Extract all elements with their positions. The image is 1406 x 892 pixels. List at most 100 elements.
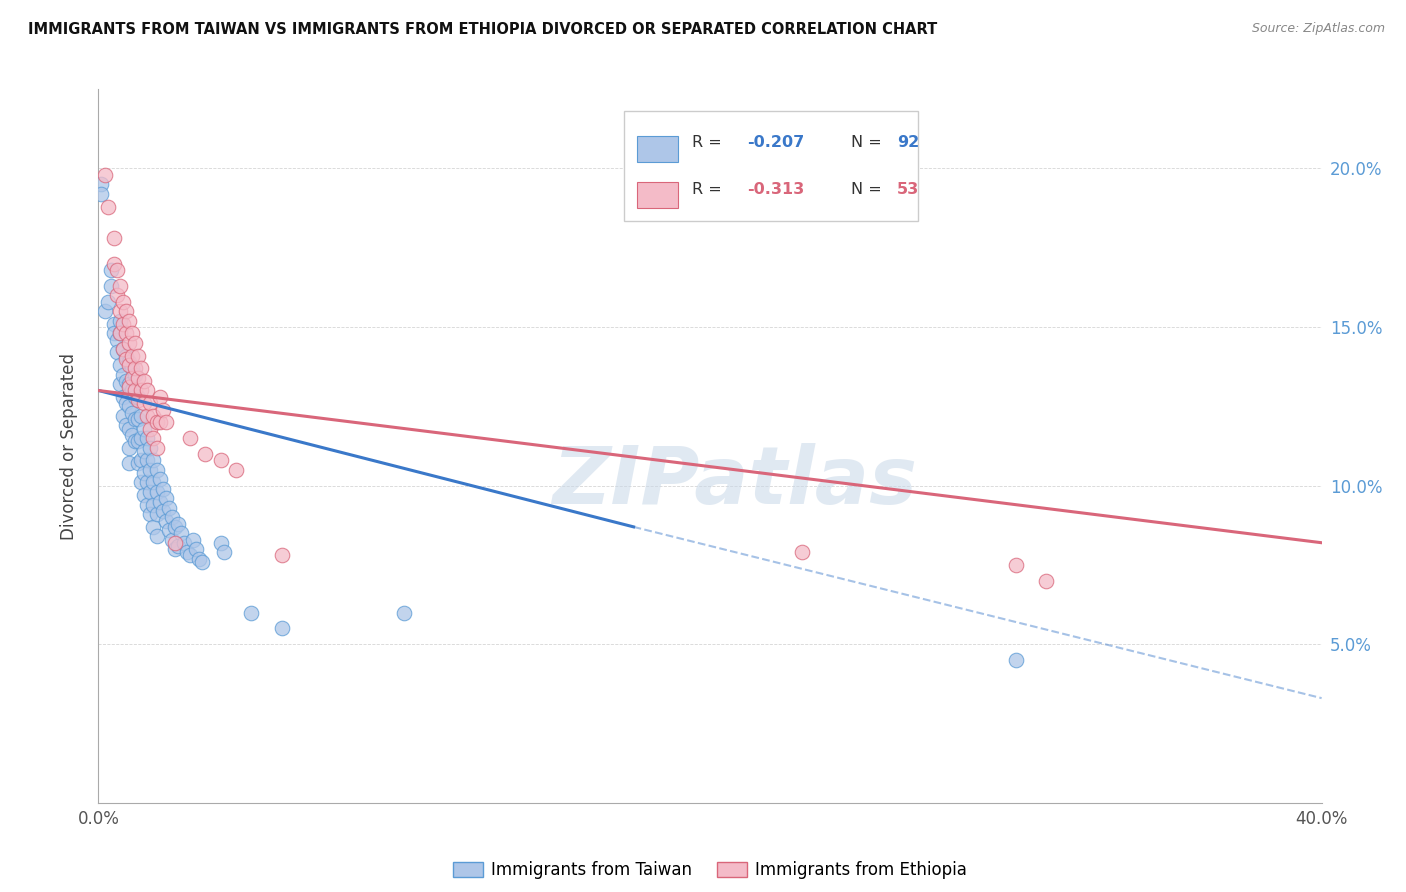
Point	[108, 358, 131, 372]
Point	[121, 384, 143, 398]
Point	[129, 475, 152, 490]
Point	[121, 349, 143, 363]
Point	[127, 457, 149, 471]
Point	[129, 431, 152, 445]
Point	[270, 549, 292, 563]
Point	[209, 453, 232, 467]
Point	[145, 441, 167, 455]
Point	[139, 485, 162, 500]
Point	[124, 335, 146, 350]
Point	[90, 178, 112, 192]
Point	[111, 368, 134, 382]
Text: N =: N =	[851, 136, 887, 150]
Point	[134, 443, 156, 458]
Point	[167, 516, 190, 531]
Point	[108, 278, 131, 293]
Point	[118, 457, 141, 471]
Point	[145, 485, 167, 500]
Point	[181, 533, 204, 547]
Point	[163, 520, 186, 534]
Point	[121, 326, 143, 341]
Point	[124, 434, 146, 449]
Point	[111, 409, 134, 423]
Point	[108, 377, 131, 392]
Point	[124, 412, 146, 426]
Point	[103, 257, 125, 271]
Point	[124, 390, 146, 404]
Point	[121, 371, 143, 385]
Point	[160, 510, 183, 524]
Point	[136, 384, 159, 398]
Point	[118, 380, 141, 394]
FancyBboxPatch shape	[637, 182, 678, 209]
Point	[111, 317, 134, 331]
Point	[209, 535, 232, 549]
Legend: Immigrants from Taiwan, Immigrants from Ethiopia: Immigrants from Taiwan, Immigrants from …	[453, 861, 967, 880]
Point	[111, 343, 134, 357]
Text: R =: R =	[692, 136, 727, 150]
Point	[163, 542, 186, 557]
Point	[225, 463, 247, 477]
Text: Source: ZipAtlas.com: Source: ZipAtlas.com	[1251, 22, 1385, 36]
Point	[100, 278, 122, 293]
Point	[108, 326, 131, 341]
Point	[118, 355, 141, 369]
Point	[134, 488, 156, 502]
FancyBboxPatch shape	[637, 136, 678, 162]
Point	[93, 304, 115, 318]
Point	[115, 304, 138, 318]
Point	[142, 409, 165, 423]
Point	[212, 545, 235, 559]
Point	[136, 431, 159, 445]
Point	[270, 621, 292, 635]
Point	[115, 351, 138, 366]
Point	[134, 421, 156, 435]
Point	[129, 384, 152, 398]
Point	[129, 453, 152, 467]
Point	[240, 606, 263, 620]
Point	[188, 551, 211, 566]
Text: IMMIGRANTS FROM TAIWAN VS IMMIGRANTS FROM ETHIOPIA DIVORCED OR SEPARATED CORRELA: IMMIGRANTS FROM TAIWAN VS IMMIGRANTS FRO…	[28, 22, 938, 37]
Point	[103, 326, 125, 341]
Point	[118, 400, 141, 414]
Point	[118, 441, 141, 455]
Point	[111, 390, 134, 404]
Point	[149, 472, 172, 486]
Point	[170, 526, 193, 541]
Point	[121, 428, 143, 442]
Point	[118, 358, 141, 372]
Point	[105, 345, 128, 359]
Point	[103, 231, 125, 245]
Text: -0.313: -0.313	[747, 182, 804, 197]
Point	[121, 361, 143, 376]
Point	[167, 539, 190, 553]
Point	[157, 523, 180, 537]
Point	[1004, 558, 1026, 572]
Point	[115, 374, 138, 388]
Point	[124, 361, 146, 376]
Point	[136, 409, 159, 423]
Point	[152, 504, 174, 518]
Point	[134, 396, 156, 410]
Point	[142, 520, 165, 534]
Point	[134, 466, 156, 480]
Point	[118, 335, 141, 350]
Point	[160, 533, 183, 547]
Point	[111, 294, 134, 309]
Point	[118, 421, 141, 435]
Point	[121, 406, 143, 420]
Point	[127, 349, 149, 363]
Point	[152, 482, 174, 496]
Point	[136, 453, 159, 467]
Point	[790, 545, 813, 559]
Text: -0.207: -0.207	[747, 136, 804, 150]
Point	[118, 314, 141, 328]
Point	[108, 314, 131, 328]
Point	[93, 168, 115, 182]
Text: N =: N =	[851, 182, 887, 197]
Point	[155, 415, 177, 429]
Point	[118, 377, 141, 392]
FancyBboxPatch shape	[624, 111, 918, 221]
Point	[194, 447, 217, 461]
Point	[136, 475, 159, 490]
